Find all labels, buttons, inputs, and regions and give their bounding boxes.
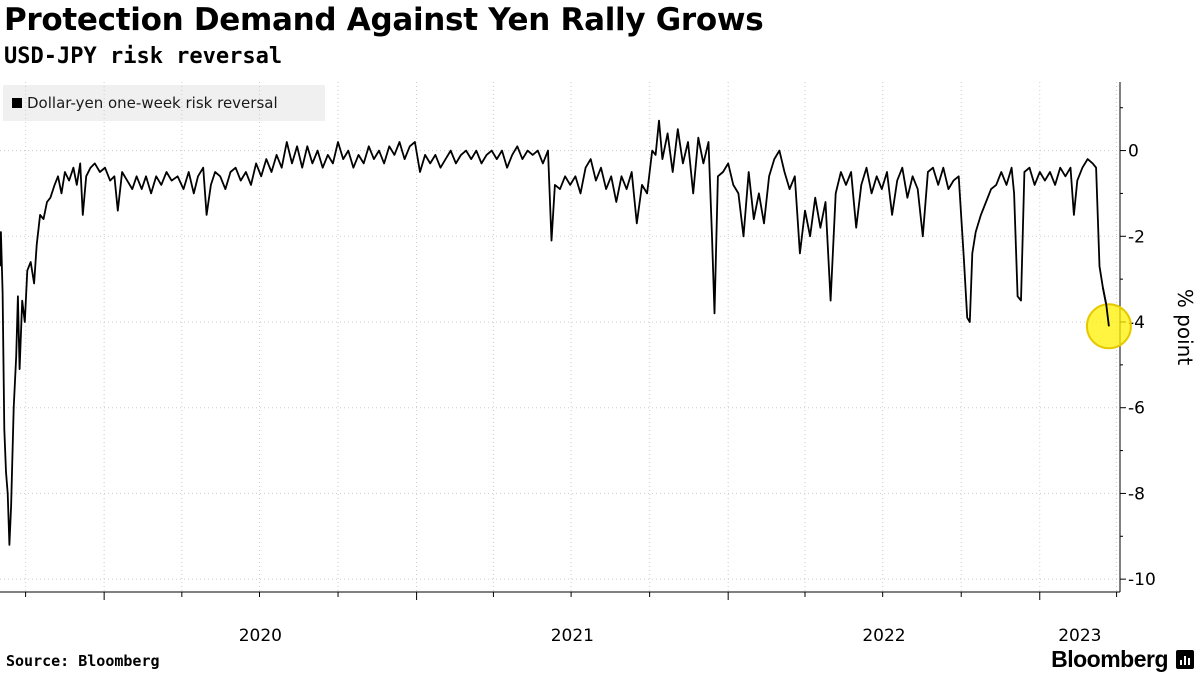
y-tick-label: -10 (1128, 570, 1156, 590)
y-tick-label: -6 (1128, 399, 1145, 419)
y-tick-label: -4 (1128, 313, 1145, 333)
chart-subtitle: USD-JPY risk reversal (4, 44, 283, 69)
series-line-end (1102, 287, 1110, 327)
highlight-layer (1085, 287, 1132, 350)
series-layer (0, 119, 1110, 546)
x-tick-label: 2022 (862, 626, 905, 646)
x-tick-label: 2020 (239, 626, 282, 646)
y-tick-label: -2 (1128, 227, 1145, 247)
legend: Dollar-yen one-week risk reversal (3, 85, 325, 121)
grid (0, 82, 1120, 592)
axes: 0 -2 -4 -6 -8 -10 2020 2021 2022 2023 % point (0, 82, 1197, 646)
legend-label: Dollar-yen one-week risk reversal (27, 94, 278, 112)
legend-swatch (12, 98, 22, 108)
source-note: Source: Bloomberg (6, 652, 160, 670)
x-tick-label: 2023 (1058, 626, 1101, 646)
y-axis-title: % point (1173, 289, 1197, 366)
x-tick-label: 2021 (551, 626, 594, 646)
y-tick-label: -8 (1128, 484, 1145, 504)
chart-title: Protection Demand Against Yen Rally Grow… (4, 2, 764, 38)
bloomberg-bars-icon (1176, 650, 1194, 669)
series-line-0 (0, 119, 1110, 546)
brand-logo: Bloomberg (1051, 646, 1168, 672)
y-tick-label: 0 (1128, 142, 1139, 162)
